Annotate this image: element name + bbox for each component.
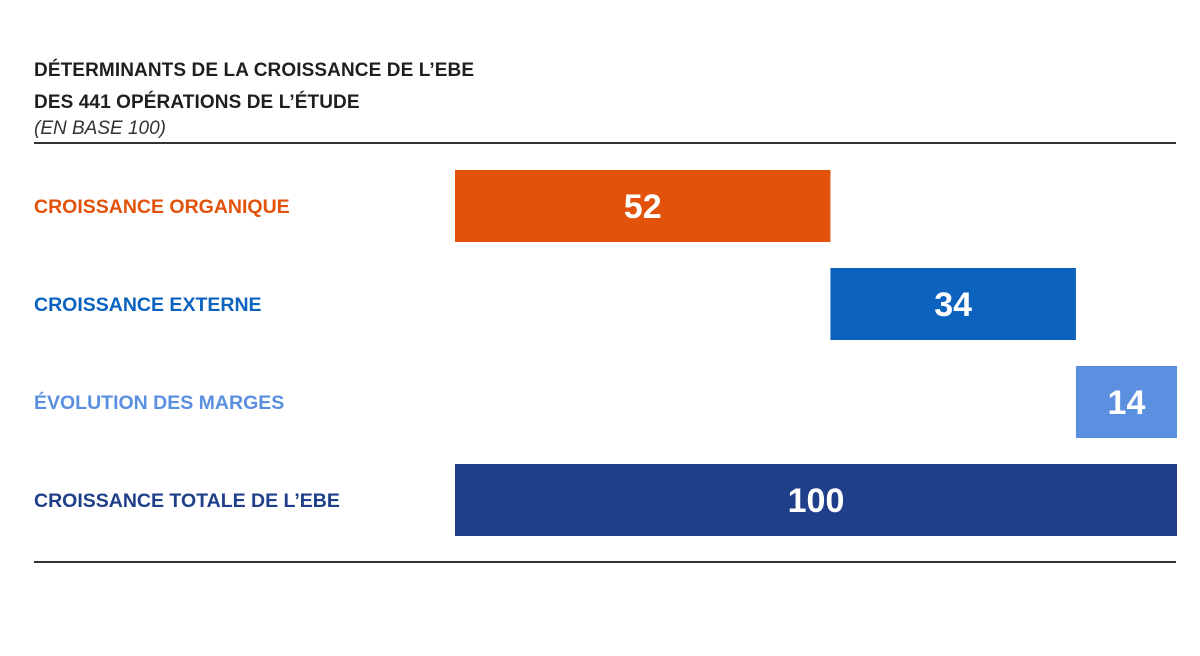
data-label-evolution-des-marges: 14 [1108, 384, 1146, 422]
category-label-croissance-organique: CROISSANCE ORGANIQUE [34, 196, 290, 218]
bottom-divider [34, 561, 1176, 563]
chart-title-line-2: DES 441 OPÉRATIONS DE L’ÉTUDE [34, 92, 360, 113]
data-label-croissance-organique: 52 [624, 188, 662, 226]
bar-croissance-totale-de-l-ebe [455, 464, 1177, 536]
category-label-croissance-externe: CROISSANCE EXTERNE [34, 294, 262, 316]
data-label-croissance-externe: 34 [934, 286, 972, 324]
bar-croissance-externe [830, 268, 1076, 340]
chart-title-line-1: DÉTERMINANTS DE LA CROISSANCE DE L’EBE [34, 60, 475, 81]
bar-croissance-organique [455, 170, 831, 242]
top-divider [34, 142, 1176, 144]
category-label-croissance-totale-de-l-ebe: CROISSANCE TOTALE DE L’EBE [34, 490, 340, 512]
chart-subtitle: (EN BASE 100) [34, 118, 166, 139]
category-label-evolution-des-marges: ÉVOLUTION DES MARGES [34, 391, 284, 414]
bar-evolution-des-marges [1075, 366, 1177, 438]
data-label-croissance-totale-de-l-ebe: 100 [788, 482, 845, 520]
